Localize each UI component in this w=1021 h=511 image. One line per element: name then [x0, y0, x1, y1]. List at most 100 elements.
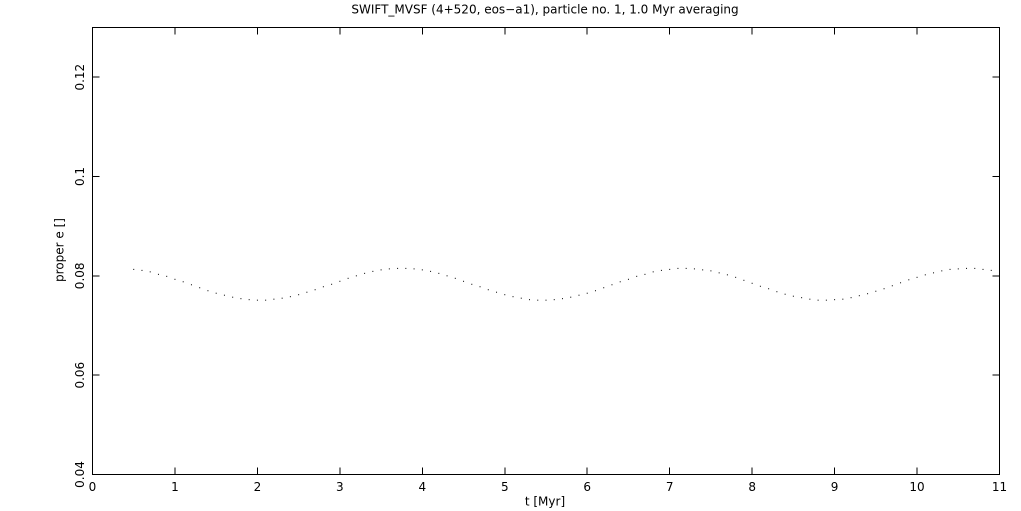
- data-point: [405, 267, 407, 269]
- data-point: [215, 292, 217, 294]
- data-point: [693, 268, 695, 270]
- data-point: [644, 273, 646, 275]
- data-point: [553, 299, 555, 301]
- data-point: [504, 294, 506, 296]
- data-point: [916, 276, 918, 278]
- y-axis-label: proper e []: [53, 218, 67, 282]
- data-point: [223, 294, 225, 296]
- x-tick-label: 8: [748, 480, 756, 494]
- data-point: [454, 277, 456, 279]
- data-point: [512, 296, 514, 298]
- data-point: [908, 279, 910, 281]
- x-tick-label: 9: [831, 480, 839, 494]
- data-point: [858, 295, 860, 297]
- data-point: [850, 297, 852, 299]
- data-point: [743, 279, 745, 281]
- data-point: [174, 278, 176, 280]
- data-point: [776, 291, 778, 293]
- data-point: [726, 274, 728, 276]
- data-point: [397, 267, 399, 269]
- data-point: [240, 298, 242, 300]
- x-tick-label: 1: [171, 480, 179, 494]
- data-point: [669, 268, 671, 270]
- data-point: [430, 270, 432, 272]
- data-point: [941, 270, 943, 272]
- plot-frame: [92, 27, 1000, 475]
- data-point: [339, 280, 341, 282]
- data-point: [883, 288, 885, 290]
- data-point: [817, 299, 819, 301]
- data-point: [421, 269, 423, 271]
- data-point: [636, 275, 638, 277]
- data-point: [347, 277, 349, 279]
- data-point: [957, 268, 959, 270]
- y-tick-label: 0.1: [73, 167, 87, 186]
- chart-title: SWIFT_MVSF (4+520, eos−a1), particle no.…: [351, 3, 738, 17]
- data-point: [875, 290, 877, 292]
- data-point: [207, 290, 209, 292]
- data-point: [273, 298, 275, 300]
- data-point: [133, 268, 135, 270]
- data-point: [471, 283, 473, 285]
- data-point: [265, 299, 267, 301]
- data-point: [281, 297, 283, 299]
- data-point: [529, 299, 531, 301]
- data-point: [545, 299, 547, 301]
- data-point: [322, 286, 324, 288]
- data-point: [619, 281, 621, 283]
- x-tick-label: 5: [501, 480, 509, 494]
- data-point: [677, 267, 679, 269]
- data-point: [561, 298, 563, 300]
- data-point: [463, 280, 465, 282]
- data-point: [924, 274, 926, 276]
- data-point: [702, 269, 704, 271]
- x-tick-label: 0: [89, 480, 97, 494]
- data-point: [141, 269, 143, 271]
- data-point: [248, 299, 250, 301]
- data-point: [825, 299, 827, 301]
- data-point: [355, 275, 357, 277]
- data-point: [570, 296, 572, 298]
- data-point: [842, 298, 844, 300]
- x-tick-label: 7: [666, 480, 674, 494]
- data-point: [413, 268, 415, 270]
- data-point: [792, 295, 794, 297]
- x-tick-label: 6: [583, 480, 591, 494]
- data-point: [388, 268, 390, 270]
- data-point: [594, 290, 596, 292]
- x-axis-label: t [Myr]: [525, 495, 565, 509]
- data-point: [718, 272, 720, 274]
- data-point: [578, 294, 580, 296]
- data-point: [149, 271, 151, 273]
- data-point: [446, 275, 448, 277]
- y-tick-label: 0.04: [73, 461, 87, 488]
- data-point: [652, 271, 654, 273]
- data-point: [199, 287, 201, 289]
- data-point: [256, 299, 258, 301]
- data-point: [966, 267, 968, 269]
- y-tick-label: 0.06: [73, 362, 87, 389]
- x-tick-label: 10: [909, 480, 924, 494]
- data-point: [834, 299, 836, 301]
- x-tick-label: 3: [336, 480, 344, 494]
- data-point: [768, 288, 770, 290]
- data-point: [751, 282, 753, 284]
- data-point: [190, 284, 192, 286]
- data-point: [685, 267, 687, 269]
- data-point: [990, 269, 992, 271]
- x-tick-label: 4: [418, 480, 426, 494]
- data-point: [759, 285, 761, 287]
- data-point: [331, 283, 333, 285]
- data-point: [933, 272, 935, 274]
- data-point: [949, 268, 951, 270]
- x-tick-label: 11: [992, 480, 1007, 494]
- data-point: [982, 268, 984, 270]
- data-point: [306, 291, 308, 293]
- data-point: [611, 284, 613, 286]
- data-point: [479, 286, 481, 288]
- y-tick-label: 0.12: [73, 64, 87, 91]
- data-point: [900, 282, 902, 284]
- data-point: [660, 269, 662, 271]
- data-point: [867, 293, 869, 295]
- data-point: [380, 269, 382, 271]
